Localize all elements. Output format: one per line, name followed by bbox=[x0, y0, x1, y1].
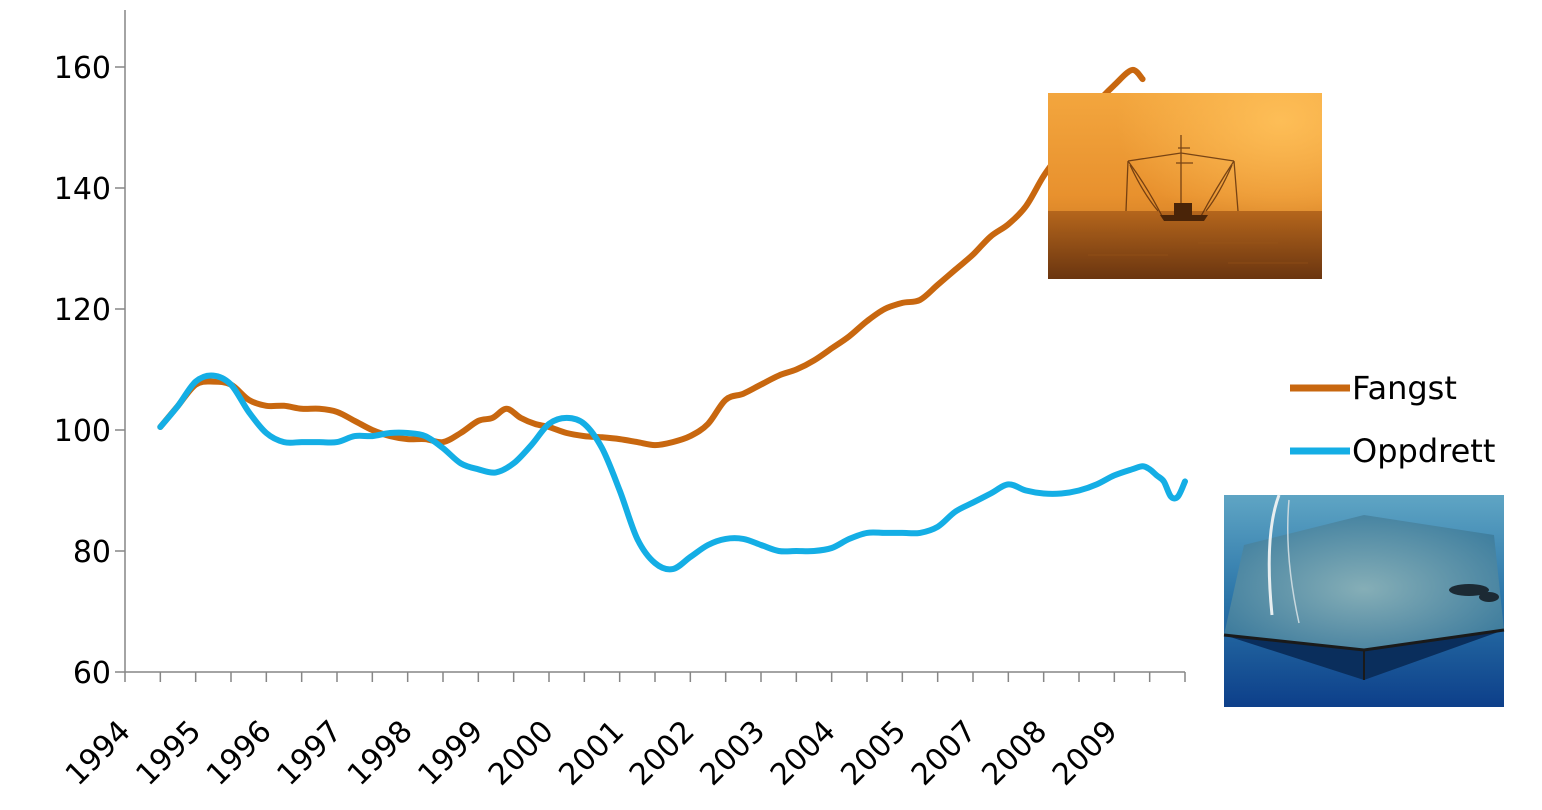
legend: Fangst Oppdrett bbox=[1290, 369, 1495, 470]
x-tick-label: 2002 bbox=[623, 714, 702, 793]
net-pen-icon bbox=[1223, 515, 1505, 680]
x-tick-label: 2007 bbox=[905, 714, 984, 793]
x-tick-label: 2008 bbox=[975, 714, 1054, 793]
y-axis-ticks: 60 80 100 120 140 160 bbox=[54, 51, 125, 691]
x-tick-label: 1994 bbox=[59, 714, 138, 793]
fishing-boat-photo bbox=[1048, 93, 1322, 279]
x-tick-label: 1999 bbox=[411, 714, 490, 793]
y-tick-label: 160 bbox=[54, 51, 111, 86]
trawler-icon bbox=[1125, 135, 1239, 219]
series-layer bbox=[157, 66, 1188, 573]
legend-label-fangst: Fangst bbox=[1352, 369, 1457, 407]
x-tick-label: 1996 bbox=[200, 714, 279, 793]
y-tick-label: 100 bbox=[54, 414, 111, 449]
x-tick-label: 2001 bbox=[552, 714, 631, 793]
y-tick-label: 140 bbox=[54, 172, 111, 207]
series-line-fangst bbox=[157, 66, 1146, 449]
fish-farm-net-photo bbox=[1223, 494, 1505, 707]
y-tick-label: 80 bbox=[73, 535, 111, 570]
x-tick-label: 1997 bbox=[270, 714, 349, 793]
x-tick-label: 1995 bbox=[129, 714, 208, 793]
legend-label-oppdrett: Oppdrett bbox=[1352, 432, 1495, 470]
y-tick-label: 120 bbox=[54, 293, 111, 328]
x-tick-label: 2003 bbox=[693, 714, 772, 793]
x-tick-label: 1998 bbox=[341, 714, 420, 793]
x-tick-label: 2005 bbox=[834, 714, 913, 793]
x-tick-label: 2009 bbox=[1046, 714, 1125, 793]
series-line-oppdrett bbox=[157, 372, 1188, 573]
x-axis-ticks: 1994199519961997199819992000200120022003… bbox=[59, 672, 1186, 793]
x-tick-label: 2004 bbox=[764, 714, 843, 793]
x-tick-label: 2000 bbox=[482, 714, 561, 793]
y-tick-label: 60 bbox=[73, 656, 111, 691]
